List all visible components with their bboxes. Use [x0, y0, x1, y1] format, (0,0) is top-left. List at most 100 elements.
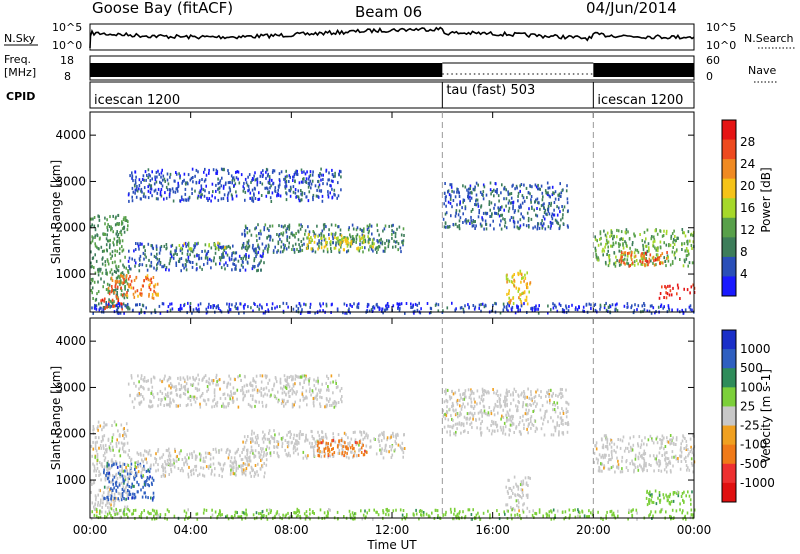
echo-cell — [501, 183, 503, 187]
echo-cell — [504, 224, 506, 228]
echo-cell — [273, 384, 275, 388]
echo-cell — [119, 447, 121, 451]
echo-cell — [135, 303, 137, 307]
echo-cell — [270, 184, 272, 188]
echo-cell — [123, 489, 125, 493]
echo-cell — [305, 433, 307, 437]
echo-cell — [462, 221, 464, 224]
echo-cell — [287, 443, 290, 447]
echo-cell — [93, 469, 95, 473]
echo-cell — [212, 381, 214, 385]
echo-cell — [178, 452, 181, 456]
echo-cell — [98, 488, 101, 492]
echo-cell — [538, 187, 540, 191]
echo-cell — [676, 308, 679, 312]
echo-cell — [504, 425, 507, 429]
colorbar-tick-label: 4 — [740, 267, 748, 281]
echo-cell — [212, 379, 215, 382]
echo-cell — [294, 374, 297, 378]
echo-cell — [454, 422, 457, 426]
echo-cell — [335, 401, 338, 405]
echo-cell — [578, 305, 580, 309]
echo-cell — [496, 399, 499, 403]
echo-cell — [198, 378, 200, 382]
echo-cell — [234, 378, 236, 382]
echo-cell — [349, 233, 351, 237]
echo-cell — [539, 408, 542, 412]
echo-cell — [454, 433, 457, 437]
echo-cell — [489, 215, 491, 218]
echo-cell — [684, 234, 687, 238]
echo-cell — [215, 306, 218, 310]
echo-cell — [176, 454, 178, 458]
echo-cell — [135, 242, 137, 245]
echo-cell — [481, 216, 483, 220]
echo-cell — [305, 195, 308, 199]
echo-cell — [157, 404, 159, 408]
echo-cell — [264, 471, 266, 475]
echo-cell — [614, 261, 617, 265]
echo-cell — [222, 463, 225, 467]
echo-cell — [97, 280, 99, 284]
echo-cell — [268, 429, 271, 433]
echo-cell — [665, 229, 668, 233]
echo-cell — [522, 401, 525, 405]
echo-cell — [311, 389, 314, 393]
echo-cell — [247, 305, 249, 309]
echo-cell — [227, 402, 229, 406]
echo-cell — [392, 230, 395, 234]
echo-cell — [381, 242, 384, 246]
echo-cell — [162, 174, 165, 178]
echo-cell — [562, 208, 564, 212]
echo-cell — [517, 305, 519, 309]
echo-cell — [114, 304, 117, 308]
echo-cell — [528, 225, 530, 229]
echo-cell — [437, 309, 440, 313]
echo-cell — [538, 304, 540, 308]
echo-cell — [247, 189, 249, 193]
echo-cell — [484, 303, 487, 307]
echo-cell — [136, 189, 139, 193]
echo-cell — [631, 304, 633, 308]
echo-cell — [555, 393, 557, 397]
echo-cell — [588, 302, 591, 306]
echo-cell — [451, 301, 453, 305]
echo-cell — [168, 458, 171, 461]
echo-cell — [181, 251, 184, 255]
echo-cell — [111, 464, 113, 468]
echo-cell — [476, 402, 478, 406]
echo-cell — [308, 181, 311, 185]
echo-cell — [167, 449, 169, 453]
echo-cell — [217, 241, 219, 245]
echo-cell — [260, 391, 263, 395]
echo-cell — [101, 249, 104, 253]
echo-cell — [614, 303, 617, 307]
echo-cell — [264, 186, 266, 190]
echo-cell — [123, 427, 125, 430]
echo-cell — [337, 181, 339, 185]
echo-cell — [670, 236, 672, 240]
echo-cell — [454, 195, 457, 199]
echo-cell — [182, 244, 184, 248]
echo-cell — [488, 429, 491, 433]
echo-cell — [116, 465, 119, 469]
echo-cell — [253, 388, 256, 392]
echo-cell — [634, 254, 637, 258]
echo-cell — [485, 412, 487, 416]
echo-cell — [284, 448, 286, 452]
echo-cell — [493, 194, 495, 198]
echo-cell — [135, 175, 137, 179]
echo-cell — [626, 305, 628, 309]
echo-cell — [520, 212, 522, 216]
echo-cell — [113, 289, 116, 293]
echo-cell — [116, 222, 119, 226]
echo-cell — [505, 395, 507, 399]
echo-cell — [325, 225, 327, 229]
echo-cell — [323, 245, 326, 249]
echo-cell — [277, 390, 279, 394]
echo-cell — [521, 490, 524, 494]
echo-cell — [173, 385, 175, 389]
echo-cell — [508, 289, 510, 293]
echo-cell — [248, 229, 251, 233]
echo-cell — [292, 377, 294, 381]
